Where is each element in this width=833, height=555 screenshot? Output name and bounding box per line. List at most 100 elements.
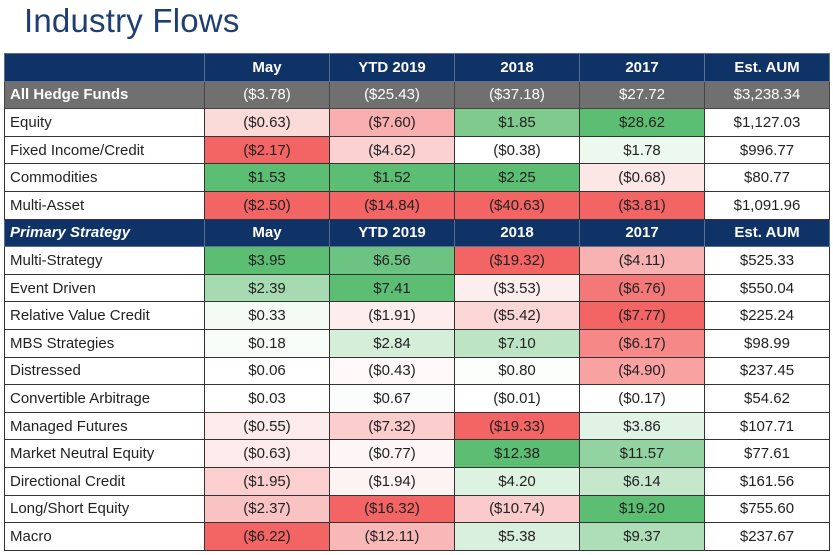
row-label: Convertible Arbitrage [4, 384, 205, 413]
row-label: Event Driven [4, 273, 205, 303]
value-cell: $77.61 [704, 439, 830, 468]
value-cell: $1,127.03 [704, 108, 830, 137]
value-cell: $107.71 [704, 411, 830, 441]
value-cell: ($7.77) [579, 301, 705, 330]
value-cell: ($10.74) [454, 494, 580, 524]
section-header-label [4, 53, 205, 82]
value-cell: $3,238.34 [704, 80, 830, 110]
section-header-row: Primary Strategy May YTD 2019 2018 2017 Est. … [4, 218, 830, 248]
value-cell: ($5.42) [454, 301, 580, 330]
section-header-label: Primary Strategy [4, 218, 205, 248]
table-row: Convertible Arbitrage $0.03 $0.67 ($0.01) ($… [4, 384, 830, 413]
value-cell: $54.62 [704, 384, 830, 413]
value-cell: $237.45 [704, 356, 830, 386]
row-label: Managed Futures [4, 411, 205, 441]
row-label: Multi-Strategy [4, 246, 205, 275]
value-cell: $161.56 [704, 466, 830, 496]
value-cell: $1.52 [329, 163, 455, 192]
value-cell: $80.77 [704, 163, 830, 192]
row-label: Directional Credit [4, 466, 205, 496]
value-cell: $3.95 [204, 246, 330, 275]
value-cell: $6.56 [329, 246, 455, 275]
value-cell: $2.39 [204, 273, 330, 303]
table-row: Fixed Income/Credit ($2.17) ($4.62) ($0.38)… [4, 135, 830, 165]
value-cell: ($3.53) [454, 273, 580, 303]
table-row: Relative Value Credit $0.33 ($1.91) ($5.42)… [4, 301, 830, 330]
value-cell: $7.41 [329, 273, 455, 303]
row-label: Distressed [4, 356, 205, 386]
value-cell: ($6.76) [579, 273, 705, 303]
value-cell: $550.04 [704, 273, 830, 303]
value-cell: $4.20 [454, 466, 580, 496]
value-cell: ($0.01) [454, 384, 580, 413]
value-cell: $27.72 [579, 80, 705, 110]
value-cell: $0.03 [204, 384, 330, 413]
value-cell: ($0.63) [204, 439, 330, 468]
column-header: Est. AUM [704, 218, 830, 248]
table-row: MBS Strategies $0.18 $2.84 $7.10 ($6.17) $98.… [4, 328, 830, 358]
value-cell: $11.57 [579, 439, 705, 468]
value-cell: ($37.18) [454, 80, 580, 110]
table-row: Distressed $0.06 ($0.43) $0.80 ($4.90) $237.4… [4, 356, 830, 386]
value-cell: $7.10 [454, 328, 580, 358]
value-cell: ($4.90) [579, 356, 705, 386]
value-cell: ($0.38) [454, 135, 580, 165]
table-row: Multi-Strategy $3.95 $6.56 ($19.32) ($4.11) $… [4, 246, 830, 275]
column-header: 2018 [454, 218, 580, 248]
value-cell: ($4.62) [329, 135, 455, 165]
value-cell: ($1.91) [329, 301, 455, 330]
table-row: Equity ($0.63) ($7.60) $1.85 $28.62 $1,127.03 [4, 108, 830, 137]
summary-row: All Hedge Funds ($3.78) ($25.43) ($37.18) $2… [4, 80, 830, 110]
table-row: Market Neutral Equity ($0.63) ($0.77) $12.3… [4, 439, 830, 468]
value-cell: $225.24 [704, 301, 830, 330]
value-cell: ($3.78) [204, 80, 330, 110]
value-cell: ($19.33) [454, 411, 580, 441]
value-cell: $237.67 [704, 522, 830, 551]
page-title: Industry Flows [24, 2, 240, 39]
value-cell: ($2.50) [204, 190, 330, 220]
value-cell: $28.62 [579, 108, 705, 137]
row-label: Commodities [4, 163, 205, 192]
value-cell: ($4.11) [579, 246, 705, 275]
value-cell: $1.53 [204, 163, 330, 192]
value-cell: $19.20 [579, 494, 705, 524]
value-cell: ($2.17) [204, 135, 330, 165]
table-row: Macro ($6.22) ($12.11) $5.38 $9.37 $237.67 [4, 522, 830, 551]
value-cell: ($2.37) [204, 494, 330, 524]
table-row: Directional Credit ($1.95) ($1.94) $4.20 $6.… [4, 466, 830, 496]
value-cell: ($0.77) [329, 439, 455, 468]
value-cell: $525.33 [704, 246, 830, 275]
column-header: YTD 2019 [329, 218, 455, 248]
value-cell: ($0.68) [579, 163, 705, 192]
value-cell: ($0.55) [204, 411, 330, 441]
value-cell: ($19.32) [454, 246, 580, 275]
value-cell: ($14.84) [329, 190, 455, 220]
row-label: Relative Value Credit [4, 301, 205, 330]
value-cell: ($7.32) [329, 411, 455, 441]
value-cell: $12.38 [454, 439, 580, 468]
row-label: Macro [4, 522, 205, 551]
value-cell: $996.77 [704, 135, 830, 165]
table-row: Event Driven $2.39 $7.41 ($3.53) ($6.76) $550… [4, 273, 830, 303]
value-cell: $1.85 [454, 108, 580, 137]
column-header: YTD 2019 [329, 53, 455, 82]
value-cell: ($0.43) [329, 356, 455, 386]
column-header: Est. AUM [704, 53, 830, 82]
value-cell: ($0.63) [204, 108, 330, 137]
value-cell: $6.14 [579, 466, 705, 496]
value-cell: ($6.17) [579, 328, 705, 358]
value-cell: ($3.81) [579, 190, 705, 220]
row-label: Fixed Income/Credit [4, 135, 205, 165]
value-cell: $0.06 [204, 356, 330, 386]
row-label: Market Neutral Equity [4, 439, 205, 468]
value-cell: ($7.60) [329, 108, 455, 137]
column-header: 2017 [579, 53, 705, 82]
value-cell: ($0.17) [579, 384, 705, 413]
column-header: 2017 [579, 218, 705, 248]
industry-flows-table: May YTD 2019 2018 2017 Est. AUM All Hedge Fun… [4, 53, 830, 551]
table-row: Managed Futures ($0.55) ($7.32) ($19.33) $3.… [4, 411, 830, 441]
value-cell: $1,091.96 [704, 190, 830, 220]
row-label: Long/Short Equity [4, 494, 205, 524]
value-cell: $0.67 [329, 384, 455, 413]
value-cell: ($16.32) [329, 494, 455, 524]
